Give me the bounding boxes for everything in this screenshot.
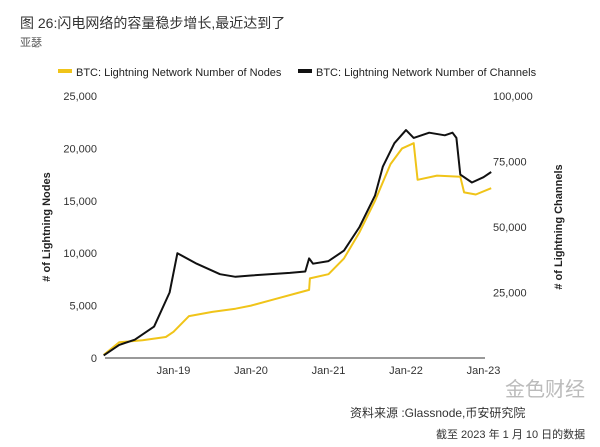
x-tick-label: Jan-20: [234, 365, 268, 377]
x-tick-label: Jan-21: [312, 365, 346, 377]
legend-swatch-channels: [298, 69, 312, 73]
x-tick-label: Jan-19: [157, 365, 191, 377]
y-tick-label: 0: [91, 353, 97, 365]
date-note: 截至 2023 年 1 月 10 日的数据: [436, 429, 586, 441]
source-note: 资料来源 :Glassnode,币安研究院: [350, 406, 526, 420]
y-tick-label: 15,000: [63, 196, 97, 208]
watermark: 金色财经: [505, 379, 585, 401]
y2-tick-label: 50,000: [493, 222, 527, 234]
y-tick-label: 10,000: [63, 248, 97, 260]
y-tick-label: 20,000: [63, 143, 97, 155]
y-tick-label: 5,000: [69, 301, 97, 313]
legend-label-channels: BTC: Lightning Network Number of Channel…: [316, 67, 537, 79]
x-tick-label: Jan-23: [467, 365, 501, 377]
x-tick-label: Jan-22: [389, 365, 423, 377]
legend-label-nodes: BTC: Lightning Network Number of Nodes: [76, 67, 282, 79]
y2-tick-label: 100,000: [493, 91, 533, 103]
y2-axis-label: # of Lightning Channels: [553, 164, 565, 289]
y2-tick-label: 75,000: [493, 157, 527, 169]
y-tick-label: 25,000: [63, 91, 97, 103]
author: 亚瑟: [20, 37, 42, 49]
series-line-channels: [103, 129, 492, 357]
figure-title: 图 26:闪电网络的容量稳步增长,最近达到了: [20, 15, 286, 31]
legend-swatch-nodes: [58, 69, 72, 73]
y2-tick-label: 25,000: [493, 288, 527, 300]
line-chart: BTC: Lightning Network Number of Nodes B…: [41, 67, 565, 377]
series-line-nodes: [103, 142, 492, 356]
y-axis-label: # of Lightning Nodes: [41, 172, 53, 281]
